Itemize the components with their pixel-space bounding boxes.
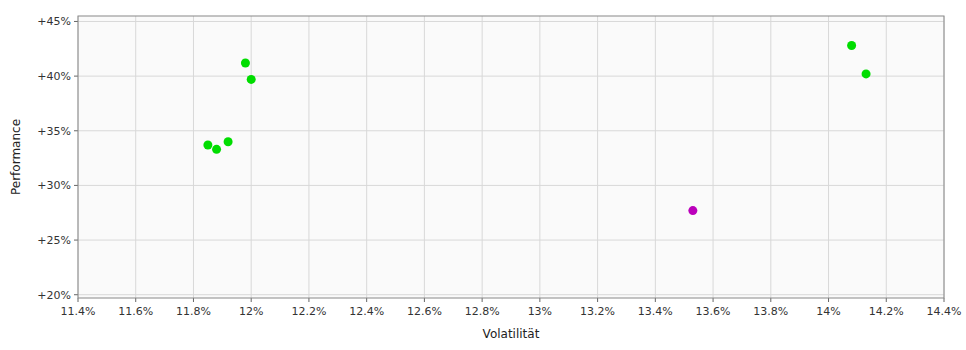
grid-line-x [135,16,136,298]
grid-line-y [78,21,944,22]
tick-label-y: +45% [37,15,71,28]
tick-x [828,298,829,302]
tick-x [886,298,887,302]
grid-line-y [78,76,944,77]
tick-label-x: 13.2% [580,305,615,318]
tick-x [482,298,483,302]
grid-line-y [78,294,944,295]
grid-line-x [482,16,483,298]
series [688,206,697,215]
grid-line-y [78,240,944,241]
grid [78,16,944,298]
plot-frame [78,16,944,298]
tick-x [251,298,252,302]
grid-line-x [366,16,367,298]
tick-label-x: 14.4% [927,305,962,318]
tick-label-x: 11.6% [118,305,153,318]
tick-x [366,298,367,302]
tick-x [135,298,136,302]
tick-x [193,298,194,302]
tick-y [74,21,78,22]
tick-label-x: 12.4% [349,305,384,318]
tick-label-x: 11.8% [176,305,211,318]
grid-line-x [424,16,425,298]
tick-label-x: 14% [816,305,840,318]
tick-x [944,298,945,302]
axes: 11.4% 11.6% 11.8% 12% 12.2% 12.4% 12.6% 12.8% 13… [37,15,961,318]
point [203,140,212,149]
tick-x [597,298,598,302]
chart: 11.4% 11.6% 11.8% 12% 12.2% 12.4% 12.6% 12.8% 13… [0,0,966,350]
plot-area [78,16,944,298]
point [212,145,221,154]
grid-line-x [886,16,887,298]
tick-x [78,298,79,302]
grid-line-x [770,16,771,298]
tick-label-y: +25% [37,234,71,247]
point [862,69,871,78]
grid-line-x [539,16,540,298]
tick-x [655,298,656,302]
tick-y [74,185,78,186]
tick-y [74,294,78,295]
tick-x [713,298,714,302]
x-axis-label: Volatilität [483,327,540,341]
tick-x [424,298,425,302]
series [203,41,870,154]
point [224,137,233,146]
marks [203,41,870,215]
tick-y [74,240,78,241]
tick-y [74,76,78,77]
tick-label-y: +20% [37,289,71,302]
grid-line-x [828,16,829,298]
point [847,41,856,50]
tick-label-y: +40% [37,70,71,83]
grid-line-x [251,16,252,298]
point [247,75,256,84]
tick-label-x: 13.8% [753,305,788,318]
tick-label-x: 13.4% [638,305,673,318]
tick-label-y: +35% [37,125,71,138]
grid-line-x [308,16,309,298]
tick-label-x: 12.2% [291,305,326,318]
tick-x [770,298,771,302]
tick-y [74,130,78,131]
tick-x [539,298,540,302]
grid-line-x [655,16,656,298]
tick-label-x: 11.4% [61,305,96,318]
point [688,206,697,215]
tick-label-x: 12% [239,305,263,318]
tick-label-x: 13% [528,305,552,318]
grid-line-y [78,130,944,131]
tick-label-y: +30% [37,179,71,192]
tick-label-x: 12.8% [465,305,500,318]
grid-line-x [193,16,194,298]
y-axis-label: Performance [9,119,23,195]
tick-label-x: 14.2% [869,305,904,318]
grid-line-x [713,16,714,298]
grid-line-y [78,185,944,186]
tick-label-x: 12.6% [407,305,442,318]
tick-x [308,298,309,302]
grid-line-x [597,16,598,298]
point [241,59,250,68]
tick-label-x: 13.6% [696,305,731,318]
